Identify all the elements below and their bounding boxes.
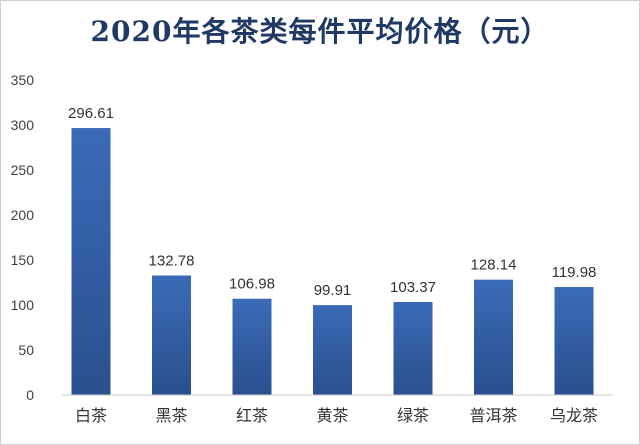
data-label: 296.61 (68, 105, 114, 122)
bar (232, 298, 272, 395)
category-label: 红茶 (236, 406, 268, 425)
data-label: 119.98 (552, 264, 597, 281)
category-label: 黑茶 (155, 406, 187, 425)
chart-title: 2020年各茶类每件平均价格（元） (90, 15, 550, 48)
data-label: 103.37 (390, 279, 436, 296)
data-label: 106.98 (229, 276, 275, 293)
bar (313, 305, 352, 395)
bar (554, 287, 594, 395)
category-label: 白茶 (75, 406, 107, 425)
y-tick-label: 250 (11, 162, 35, 178)
category-label: 乌龙茶 (550, 406, 598, 425)
data-label: 128.14 (471, 257, 517, 274)
y-tick-label: 200 (11, 207, 35, 223)
category-label: 绿茶 (397, 406, 429, 425)
x-axis: 白茶 黑茶 红茶 黄茶 绿茶 普洱茶 乌龙茶 (62, 394, 612, 425)
data-label: 99.91 (314, 282, 352, 299)
bars-group (71, 128, 594, 395)
data-labels-group: 296.61 132.78 106.98 99.91 103.37 128.14 119.9… (68, 105, 596, 299)
bar (71, 128, 111, 395)
bar (152, 275, 191, 395)
y-axis: 0 50 100 150 200 250 300 350 (11, 72, 35, 403)
y-tick-label: 150 (11, 252, 35, 268)
y-tick-label: 0 (26, 387, 34, 403)
y-tick-label: 300 (11, 117, 35, 133)
category-label: 黄茶 (316, 406, 348, 425)
bar (393, 301, 433, 395)
data-label: 132.78 (149, 252, 195, 269)
y-tick-label: 100 (11, 297, 35, 313)
y-tick-label: 50 (18, 342, 34, 358)
y-tick-label: 350 (11, 72, 35, 88)
category-label: 普洱茶 (469, 406, 517, 425)
bar (474, 279, 513, 395)
